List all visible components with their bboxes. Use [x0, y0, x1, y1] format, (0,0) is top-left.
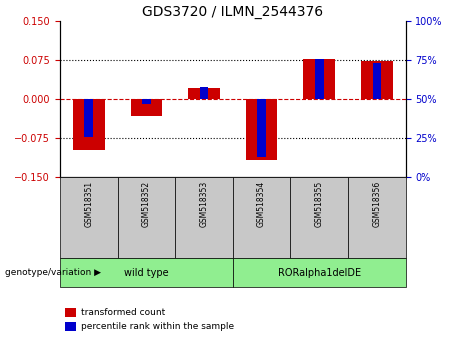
Text: percentile rank within the sample: percentile rank within the sample: [81, 322, 234, 331]
Bar: [142, 99, 151, 104]
Bar: [84, 99, 93, 137]
Bar: [257, 99, 266, 157]
Text: GSM518353: GSM518353: [200, 181, 208, 227]
Text: GSM518354: GSM518354: [257, 181, 266, 227]
Bar: [73, 99, 105, 150]
Text: GSM518355: GSM518355: [315, 181, 324, 227]
Text: RORalpha1delDE: RORalpha1delDE: [278, 268, 361, 278]
Bar: [315, 59, 324, 99]
Bar: [372, 63, 381, 99]
Text: genotype/variation ▶: genotype/variation ▶: [5, 268, 100, 277]
Text: transformed count: transformed count: [81, 308, 165, 317]
Text: GSM518351: GSM518351: [84, 181, 93, 227]
Bar: [200, 87, 208, 99]
Bar: [130, 99, 162, 116]
Text: GSM518356: GSM518356: [372, 181, 381, 227]
Title: GDS3720 / ILMN_2544376: GDS3720 / ILMN_2544376: [142, 5, 323, 19]
Text: wild type: wild type: [124, 268, 169, 278]
Bar: [188, 88, 220, 99]
Bar: [246, 99, 278, 160]
Text: GSM518352: GSM518352: [142, 181, 151, 227]
Bar: [303, 59, 335, 99]
Bar: [361, 61, 393, 99]
